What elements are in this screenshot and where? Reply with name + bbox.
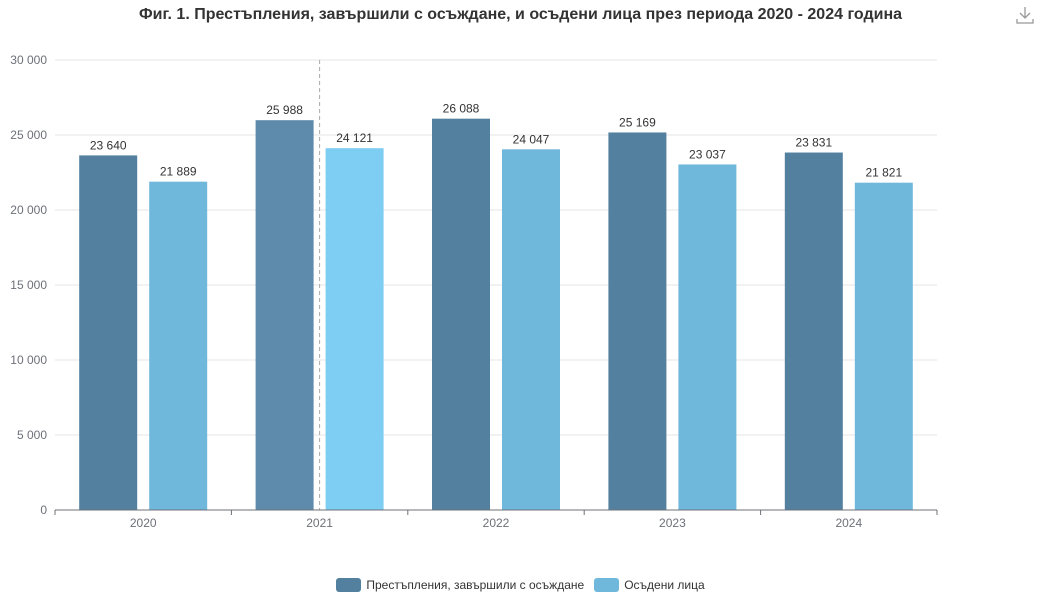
y-tick-label: 10 000 (10, 353, 47, 367)
y-tick-label: 20 000 (10, 203, 47, 217)
data-label: 23 037 (689, 147, 726, 161)
bar-2023-series-1[interactable] (608, 132, 667, 510)
x-tick-label: 2022 (483, 516, 510, 530)
data-label: 23 831 (795, 136, 832, 150)
x-tick-label: 2024 (835, 516, 862, 530)
legend-swatch (336, 578, 362, 592)
legend-swatch (594, 578, 620, 592)
bar-2022-series-1[interactable] (432, 118, 490, 511)
legend-item-series-2[interactable]: Осъдени лица (594, 578, 705, 592)
data-label: 21 889 (160, 165, 197, 179)
x-tick-label: 2023 (659, 516, 686, 530)
data-label: 25 169 (619, 115, 656, 129)
legend-item-series-1[interactable]: Престъпления, завършили с осъждане (336, 578, 584, 592)
data-label: 26 088 (443, 102, 480, 116)
data-label: 24 047 (513, 132, 550, 146)
y-tick-label: 15 000 (10, 278, 47, 292)
bar-2024-series-2[interactable] (854, 182, 913, 510)
download-button[interactable] (1014, 4, 1036, 26)
legend-label: Престъпления, завършили с осъждане (366, 578, 585, 592)
bar-2020-series-2[interactable] (149, 181, 208, 511)
bar-2022-series-2[interactable] (502, 149, 560, 511)
x-tick-label: 2021 (306, 516, 333, 530)
bar-2024-series-1[interactable] (784, 152, 843, 510)
y-tick-label: 30 000 (10, 53, 47, 67)
bar-2020-series-1[interactable] (79, 155, 138, 510)
download-icon (1016, 7, 1034, 24)
y-tick-label: 5 000 (17, 428, 47, 442)
bar-2023-series-2[interactable] (678, 164, 737, 510)
data-label: 21 821 (865, 166, 902, 180)
data-label: 24 121 (336, 131, 373, 145)
y-tick-label: 25 000 (10, 128, 47, 142)
x-tick-label: 2020 (130, 516, 157, 530)
chart-title: Фиг. 1. Престъпления, завършили с осъжда… (138, 6, 903, 23)
bar-2021-series-1[interactable] (255, 120, 314, 511)
data-label: 23 640 (90, 138, 127, 152)
legend-label: Осъдени лица (624, 578, 705, 592)
data-label: 25 988 (266, 103, 303, 117)
legend: Престъпления, завършили с осъждане Осъден… (0, 578, 1041, 592)
y-tick-label: 0 (40, 503, 47, 517)
bar-2021-series-2[interactable] (325, 148, 384, 510)
